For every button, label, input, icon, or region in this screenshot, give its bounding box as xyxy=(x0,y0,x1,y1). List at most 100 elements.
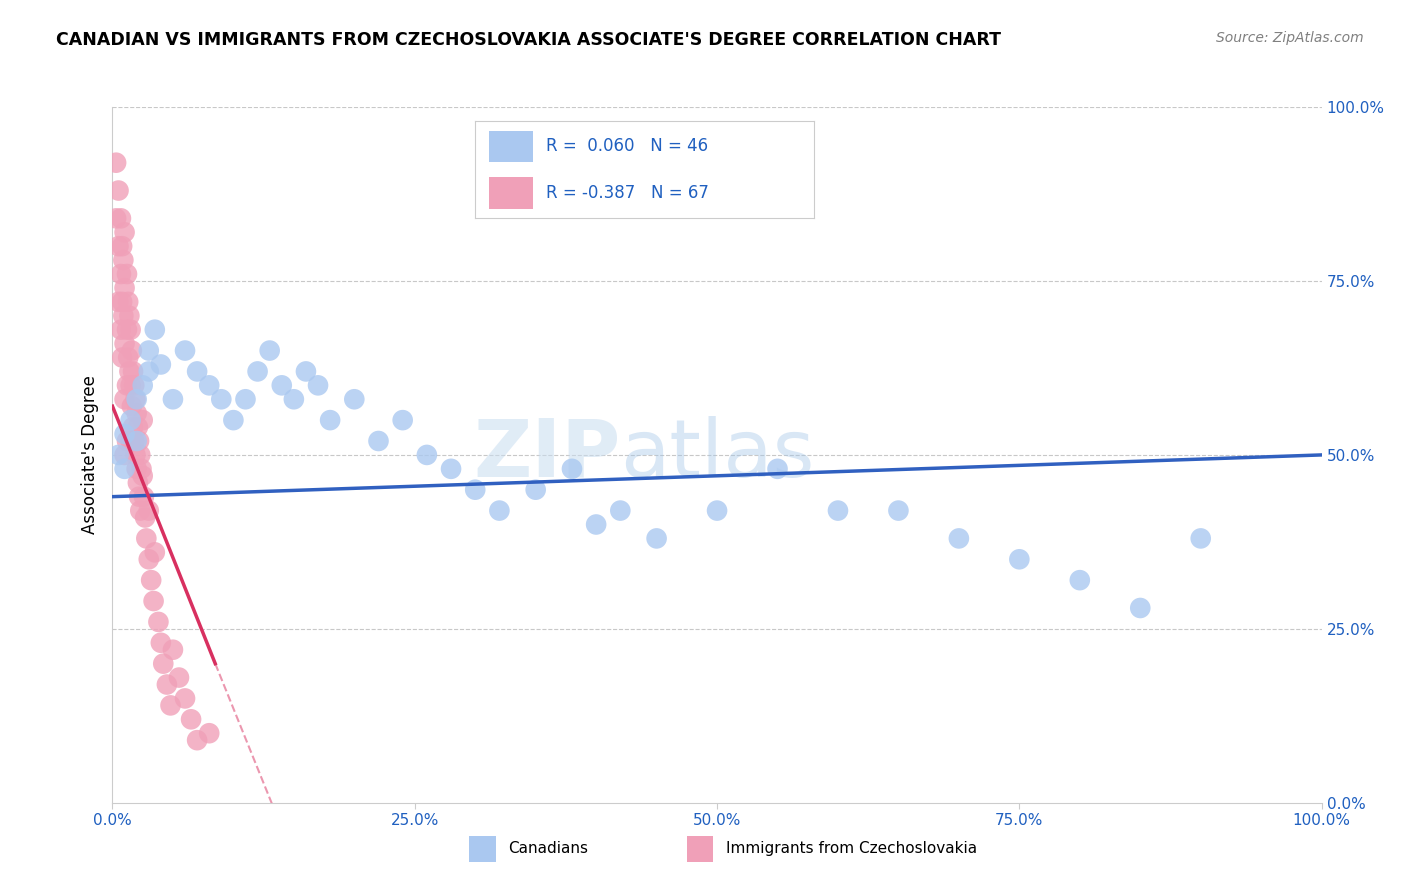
Point xyxy=(125,406,148,420)
Point xyxy=(122,434,145,448)
Point xyxy=(112,253,135,268)
Point xyxy=(120,413,142,427)
Point xyxy=(1129,601,1152,615)
Point xyxy=(887,503,910,517)
Point xyxy=(132,378,155,392)
Point xyxy=(125,462,148,476)
Point xyxy=(125,434,148,448)
Point xyxy=(127,420,149,434)
Point xyxy=(115,267,138,281)
Point xyxy=(114,462,136,476)
Point xyxy=(115,378,138,392)
Point xyxy=(138,364,160,378)
Point xyxy=(135,532,157,546)
Point xyxy=(105,211,128,226)
Point xyxy=(156,677,179,691)
Point xyxy=(111,294,134,309)
Point xyxy=(585,517,607,532)
Point xyxy=(121,343,143,358)
Point xyxy=(209,392,232,407)
Point xyxy=(488,503,510,517)
Point xyxy=(134,510,156,524)
Point xyxy=(391,413,413,427)
Point xyxy=(122,364,145,378)
Point xyxy=(149,358,172,372)
Point xyxy=(128,434,150,448)
Point xyxy=(128,490,150,504)
Point xyxy=(114,427,136,442)
Text: Immigrants from Czechoslovakia: Immigrants from Czechoslovakia xyxy=(725,841,977,856)
Text: Source: ZipAtlas.com: Source: ZipAtlas.com xyxy=(1216,31,1364,45)
Point xyxy=(152,657,174,671)
Point xyxy=(138,552,160,566)
Bar xyxy=(470,836,496,862)
Point xyxy=(124,448,146,462)
Point xyxy=(319,413,342,427)
Text: atlas: atlas xyxy=(620,416,814,494)
Point xyxy=(283,392,305,407)
Point xyxy=(132,490,155,504)
Point xyxy=(167,671,190,685)
Point xyxy=(416,448,439,462)
Point xyxy=(118,364,141,378)
Point xyxy=(117,294,139,309)
Point xyxy=(115,323,138,337)
Point xyxy=(198,378,221,392)
Point xyxy=(174,691,197,706)
Point xyxy=(132,413,155,427)
Point xyxy=(1008,552,1031,566)
Point xyxy=(159,698,181,713)
Point xyxy=(766,462,789,476)
Point xyxy=(259,343,281,358)
Point xyxy=(645,532,668,546)
Point xyxy=(948,532,970,546)
Point xyxy=(117,351,139,365)
Point xyxy=(107,448,129,462)
Point xyxy=(110,323,132,337)
Point xyxy=(827,503,849,517)
Point xyxy=(105,155,128,169)
Point xyxy=(198,726,221,740)
Point xyxy=(143,323,166,337)
Point xyxy=(114,392,136,407)
Point xyxy=(138,503,160,517)
Point xyxy=(121,399,143,413)
Point xyxy=(343,392,366,407)
Point xyxy=(120,434,142,448)
Point xyxy=(142,594,165,608)
Point xyxy=(235,392,257,407)
Point xyxy=(143,545,166,559)
Point xyxy=(107,294,129,309)
Point xyxy=(118,309,141,323)
Point xyxy=(111,351,134,365)
Point xyxy=(609,503,631,517)
Point xyxy=(110,267,132,281)
Point xyxy=(129,503,152,517)
Point xyxy=(561,462,583,476)
Point xyxy=(706,503,728,517)
Point xyxy=(120,323,142,337)
Point xyxy=(112,309,135,323)
Point xyxy=(114,225,136,239)
Point xyxy=(162,642,184,657)
Point xyxy=(114,448,136,462)
Point xyxy=(149,636,172,650)
Point xyxy=(141,573,163,587)
Point xyxy=(162,392,184,407)
Text: Canadians: Canadians xyxy=(508,841,588,856)
Point xyxy=(132,468,155,483)
Point xyxy=(295,364,318,378)
Point xyxy=(129,448,152,462)
Point xyxy=(246,364,269,378)
Text: ZIP: ZIP xyxy=(472,416,620,494)
Point xyxy=(115,434,138,448)
Point xyxy=(114,281,136,295)
Point xyxy=(111,239,134,253)
Point xyxy=(124,392,146,407)
Point xyxy=(138,343,160,358)
Point xyxy=(107,184,129,198)
Y-axis label: Associate's Degree: Associate's Degree xyxy=(80,376,98,534)
Point xyxy=(222,413,245,427)
Point xyxy=(440,462,463,476)
Point xyxy=(174,343,197,358)
